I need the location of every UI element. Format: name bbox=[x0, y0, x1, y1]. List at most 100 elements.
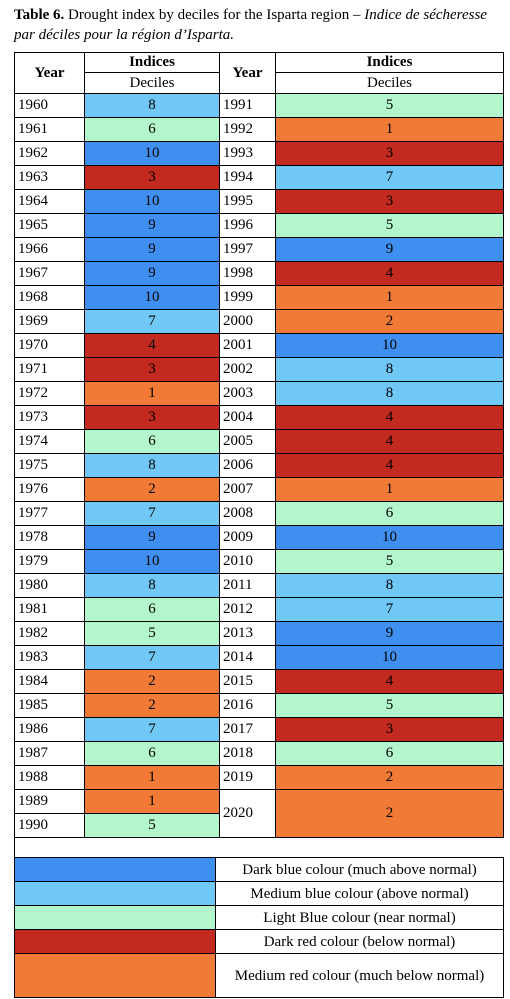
left-year-cell: 1986 bbox=[15, 718, 85, 742]
right-decile-cell: 1 bbox=[276, 478, 504, 502]
right-year-cell: 2007 bbox=[220, 478, 276, 502]
right-decile-cell: 10 bbox=[276, 526, 504, 550]
left-decile-cell: 7 bbox=[85, 646, 220, 670]
left-year-cell: 1987 bbox=[15, 742, 85, 766]
right-decile-cell: 5 bbox=[276, 214, 504, 238]
right-year-cell: 1999 bbox=[220, 286, 276, 310]
legend-swatch bbox=[15, 906, 216, 930]
left-year-cell: 1961 bbox=[15, 118, 85, 142]
left-year-cell: 1972 bbox=[15, 382, 85, 406]
right-year-cell: 1991 bbox=[220, 94, 276, 118]
left-year-cell: 1989 bbox=[15, 790, 85, 814]
right-decile-cell: 1 bbox=[276, 118, 504, 142]
left-decile-cell: 10 bbox=[85, 286, 220, 310]
drought-table: Year Indices Deciles Year Indices Deciles 1960… bbox=[14, 52, 504, 862]
left-decile-cell: 8 bbox=[85, 454, 220, 478]
right-year-cell: 2016 bbox=[220, 694, 276, 718]
left-decile-cell: 9 bbox=[85, 262, 220, 286]
caption-text: Drought index by deciles for the Isparta… bbox=[64, 7, 365, 23]
right-year-cell: 2020 bbox=[220, 790, 276, 838]
right-decile-cell: 2 bbox=[276, 310, 504, 334]
left-year-cell: 1974 bbox=[15, 430, 85, 454]
left-year-cell: 1988 bbox=[15, 766, 85, 790]
right-decile-cell: 6 bbox=[276, 742, 504, 766]
left-decile-cell: 7 bbox=[85, 310, 220, 334]
right-year-cell: 1994 bbox=[220, 166, 276, 190]
left-decile-cell: 1 bbox=[85, 790, 220, 814]
right-decile-cell: 4 bbox=[276, 670, 504, 694]
right-year-cell: 2015 bbox=[220, 670, 276, 694]
left-year-cell: 1969 bbox=[15, 310, 85, 334]
left-year-cell: 1960 bbox=[15, 94, 85, 118]
right-year-cell: 1996 bbox=[220, 214, 276, 238]
right-year-cell: 2006 bbox=[220, 454, 276, 478]
left-decile-cell: 3 bbox=[85, 166, 220, 190]
left-decile-cell: 7 bbox=[85, 502, 220, 526]
right-decile-cell: 6 bbox=[276, 502, 504, 526]
left-year-cell: 1983 bbox=[15, 646, 85, 670]
left-decile-cell: 6 bbox=[85, 118, 220, 142]
left-year-cell: 1975 bbox=[15, 454, 85, 478]
right-decile-cell: 5 bbox=[276, 94, 504, 118]
left-year-cell: 1978 bbox=[15, 526, 85, 550]
right-year-cell: 2013 bbox=[220, 622, 276, 646]
right-year-cell: 2014 bbox=[220, 646, 276, 670]
left-decile-cell: 6 bbox=[85, 430, 220, 454]
left-year-cell: 1973 bbox=[15, 406, 85, 430]
right-year-cell: 2010 bbox=[220, 550, 276, 574]
right-decile-cell: 9 bbox=[276, 238, 504, 262]
header-deciles-left: Deciles bbox=[85, 73, 220, 94]
legend-swatch bbox=[15, 954, 216, 998]
right-year-cell: 2000 bbox=[220, 310, 276, 334]
right-decile-cell: 2 bbox=[276, 790, 504, 838]
header-year-left: Year bbox=[15, 53, 85, 94]
left-year-cell: 1967 bbox=[15, 262, 85, 286]
left-decile-cell: 6 bbox=[85, 742, 220, 766]
right-decile-cell: 8 bbox=[276, 358, 504, 382]
legend-label: Light Blue colour (near normal) bbox=[216, 906, 504, 930]
left-year-cell: 1984 bbox=[15, 670, 85, 694]
header-indices-right: Indices bbox=[276, 53, 504, 73]
header-year-right: Year bbox=[220, 53, 276, 94]
left-year-cell: 1968 bbox=[15, 286, 85, 310]
right-year-cell: 2018 bbox=[220, 742, 276, 766]
left-year-cell: 1966 bbox=[15, 238, 85, 262]
left-decile-cell: 9 bbox=[85, 214, 220, 238]
right-year-cell: 1995 bbox=[220, 190, 276, 214]
left-decile-cell: 9 bbox=[85, 526, 220, 550]
right-year-cell: 2012 bbox=[220, 598, 276, 622]
left-year-cell: 1977 bbox=[15, 502, 85, 526]
left-decile-cell: 3 bbox=[85, 406, 220, 430]
left-decile-cell: 7 bbox=[85, 718, 220, 742]
left-year-cell: 1971 bbox=[15, 358, 85, 382]
left-decile-cell: 2 bbox=[85, 670, 220, 694]
legend-swatch bbox=[15, 882, 216, 906]
left-year-cell: 1970 bbox=[15, 334, 85, 358]
left-decile-cell: 10 bbox=[85, 142, 220, 166]
legend-label: Medium blue colour (above normal) bbox=[216, 882, 504, 906]
legend-label: Dark red colour (below normal) bbox=[216, 930, 504, 954]
right-decile-cell: 5 bbox=[276, 694, 504, 718]
legend-swatch bbox=[15, 858, 216, 882]
left-decile-cell: 8 bbox=[85, 574, 220, 598]
right-year-cell: 2002 bbox=[220, 358, 276, 382]
right-year-cell: 2008 bbox=[220, 502, 276, 526]
right-decile-cell: 5 bbox=[276, 550, 504, 574]
right-decile-cell: 1 bbox=[276, 286, 504, 310]
right-year-cell: 1992 bbox=[220, 118, 276, 142]
left-decile-cell: 4 bbox=[85, 334, 220, 358]
left-year-cell: 1979 bbox=[15, 550, 85, 574]
right-year-cell: 2001 bbox=[220, 334, 276, 358]
right-decile-cell: 8 bbox=[276, 574, 504, 598]
left-decile-cell: 8 bbox=[85, 94, 220, 118]
right-decile-cell: 10 bbox=[276, 334, 504, 358]
right-year-cell: 2011 bbox=[220, 574, 276, 598]
left-year-cell: 1981 bbox=[15, 598, 85, 622]
right-decile-cell: 4 bbox=[276, 430, 504, 454]
left-decile-cell: 10 bbox=[85, 550, 220, 574]
legend-label: Medium red colour (much below normal) bbox=[216, 954, 504, 998]
legend-swatch bbox=[15, 930, 216, 954]
left-decile-cell: 1 bbox=[85, 382, 220, 406]
left-decile-cell: 10 bbox=[85, 190, 220, 214]
right-year-cell: 2019 bbox=[220, 766, 276, 790]
